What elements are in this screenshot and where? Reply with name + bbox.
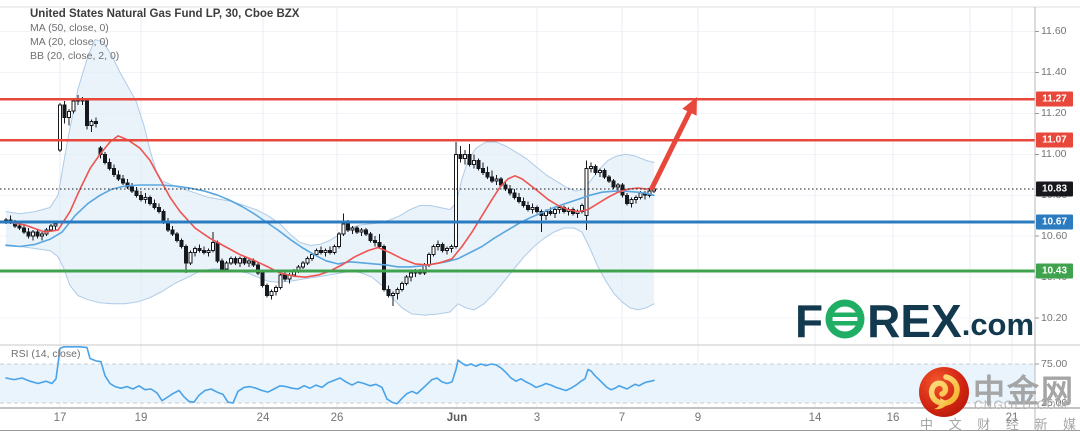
main-pane[interactable]	[4, 39, 656, 316]
price-tick-label: 11.20	[1041, 107, 1067, 120]
price-tick-label: 11.60	[1041, 25, 1067, 38]
price-level-tag: 10.67	[1036, 214, 1073, 230]
price-level-tag: 11.07	[1036, 132, 1073, 148]
date-label: Jun	[446, 412, 468, 424]
date-label: 24	[256, 412, 270, 424]
cngold-tagline: 中 文 财 经 新 媒 体	[920, 417, 1080, 432]
date-label: 19	[134, 412, 148, 424]
price-tick-label: 11.00	[1041, 148, 1067, 161]
date-label: 3	[533, 412, 541, 424]
price-tick-label: 10.60	[1041, 230, 1068, 243]
legend-ma20[interactable]: MA (20, close, 0)	[30, 36, 109, 48]
forex-letter-f: F	[795, 295, 824, 347]
price-level-tag: 10.83	[1036, 181, 1073, 197]
projection-arrow	[649, 97, 697, 191]
legend-ma50[interactable]: MA (50, close, 0)	[30, 22, 109, 34]
price-level-tag: 11.27	[1036, 91, 1073, 107]
forex-globe-icon	[824, 298, 866, 345]
rsi-tick-label: 75.00	[1041, 358, 1068, 370]
rsi-pane[interactable]	[0, 346, 1035, 405]
price-tick-label: 10.20	[1041, 312, 1068, 325]
price-levels	[0, 97, 1035, 273]
cngold-domain: CNGOLD.COM	[974, 400, 1069, 412]
price-tick-label: 11.40	[1041, 66, 1067, 79]
legend-bb[interactable]: BB (20, close, 2, 0)	[30, 50, 120, 62]
date-label: 21	[1005, 412, 1019, 424]
symbol-title[interactable]: United States Natural Gas Fund LP, 30, C…	[30, 8, 300, 20]
pane-borders	[0, 6, 1080, 431]
bb-lower-line	[5, 227, 655, 316]
cngold-brand: 中金网	[973, 373, 1076, 409]
date-label: 16	[886, 412, 900, 424]
ma20-line	[5, 135, 655, 279]
rsi-line	[5, 346, 655, 405]
rsi-legend[interactable]: RSI (14, close)	[11, 348, 81, 360]
candles	[4, 94, 656, 306]
cngold-logo-icon	[918, 366, 970, 423]
forex-letters-rex: REX	[867, 295, 962, 347]
date-label: 9	[694, 412, 702, 424]
forex-watermark: F REX .com	[795, 297, 1034, 345]
bb-band-fill	[6, 39, 654, 316]
date-label: 17	[53, 412, 67, 424]
forex-dotcom: .com	[961, 307, 1035, 342]
price-level-tag: 10.43	[1036, 263, 1073, 279]
rsi-tick-label: 25.00	[1041, 397, 1068, 409]
date-label: 7	[618, 412, 626, 424]
date-label: 14	[808, 412, 822, 424]
chart-legend: United States Natural Gas Fund LP, 30, C…	[30, 8, 299, 62]
date-label: 26	[330, 412, 344, 424]
